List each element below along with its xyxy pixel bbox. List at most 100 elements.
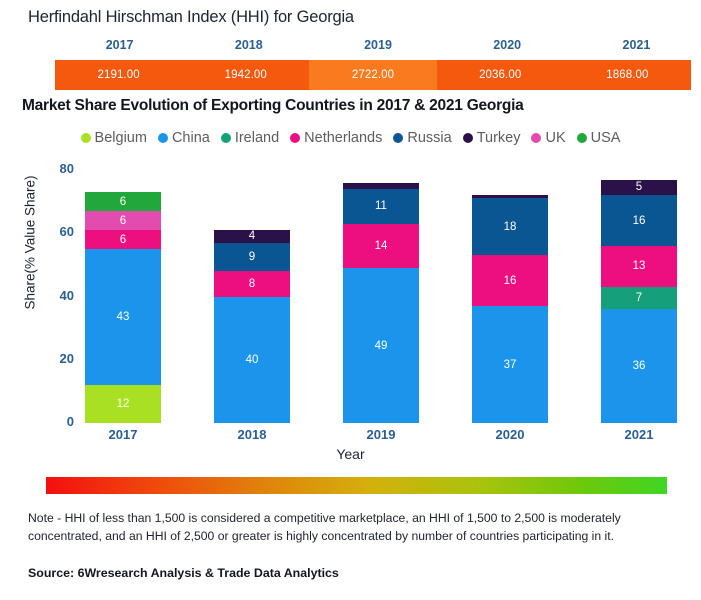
legend-label: USA bbox=[590, 130, 621, 146]
bar-segment-china-2017[interactable]: 43 bbox=[85, 249, 161, 386]
bar-value-label: 37 bbox=[503, 358, 517, 371]
bar-group-2018[interactable]: 40 8 9 4 bbox=[214, 230, 290, 423]
y-tick-40: 40 bbox=[59, 287, 74, 303]
bar-value-label: 6 bbox=[119, 195, 127, 208]
bar-group-2020[interactable]: 37 16 18 bbox=[472, 195, 548, 423]
bar-value-label: 40 bbox=[245, 353, 259, 366]
bar-value-label: 16 bbox=[632, 214, 646, 227]
x-tick-2017: 2017 bbox=[108, 427, 138, 442]
bar-group-2021[interactable]: 36 7 13 16 5 bbox=[601, 179, 677, 423]
legend-item-belgium[interactable]: Belgium bbox=[80, 130, 147, 146]
legend-label: Netherlands bbox=[304, 130, 383, 146]
legend-item-usa[interactable]: USA bbox=[576, 130, 621, 146]
bar-value-label: 5 bbox=[635, 181, 643, 194]
legend-label: China bbox=[171, 130, 210, 146]
x-tick-2020: 2020 bbox=[495, 427, 525, 442]
bar-value-label: 11 bbox=[375, 200, 387, 213]
legend-item-ireland[interactable]: Ireland bbox=[220, 130, 280, 146]
bar-segment-ireland-2021[interactable]: 7 bbox=[601, 287, 677, 310]
legend-item-china[interactable]: China bbox=[157, 130, 210, 146]
bar-segment-netherlands-2019[interactable]: 14 bbox=[343, 223, 419, 269]
bar-segment-netherlands-2017[interactable]: 6 bbox=[85, 230, 161, 250]
bar-value-label: 13 bbox=[632, 260, 646, 273]
bar-value-label: 6 bbox=[119, 233, 127, 246]
bar-segment-turkey-2020[interactable] bbox=[472, 195, 548, 199]
bar-segment-netherlands-2020[interactable]: 16 bbox=[472, 255, 548, 306]
hhi-year-row: 2017 2018 2019 2020 2021 bbox=[55, 38, 701, 52]
bar-value-label: 9 bbox=[248, 250, 256, 263]
chart-title: Market Share Evolution of Exporting Coun… bbox=[22, 97, 524, 114]
bar-group-2017[interactable]: 12 43 6 6 6 bbox=[85, 192, 161, 423]
note-text: Note - HHI of less than 1,500 is conside… bbox=[28, 511, 621, 543]
bar-segment-turkey-2019[interactable] bbox=[343, 182, 419, 189]
bar-value-label: 4 bbox=[248, 230, 256, 243]
bar-value-label: 6 bbox=[119, 214, 127, 227]
legend-label: Belgium bbox=[94, 130, 147, 146]
bar-segment-belgium-2017[interactable]: 12 bbox=[85, 385, 161, 423]
legend-label: UK bbox=[545, 130, 566, 146]
concentration-gradient-bar bbox=[46, 477, 667, 494]
hhi-value-2020: 2036.00 bbox=[436, 60, 564, 90]
bar-segment-china-2021[interactable]: 36 bbox=[601, 309, 677, 423]
legend-item-netherlands[interactable]: Netherlands bbox=[290, 130, 382, 146]
legend-swatch-icon bbox=[531, 133, 542, 143]
legend-label: Turkey bbox=[476, 130, 521, 146]
chart-legend: Belgium China Ireland Netherlands Russia Turk… bbox=[0, 130, 701, 146]
bar-value-label: 43 bbox=[116, 311, 130, 324]
hhi-year-2021: 2021 bbox=[622, 38, 651, 52]
x-tick-2018: 2018 bbox=[237, 427, 267, 442]
bar-value-label: 8 bbox=[248, 277, 256, 290]
legend-item-uk[interactable]: UK bbox=[531, 130, 566, 146]
hhi-title: Herfindahl Hirschman Index (HHI) for Geo… bbox=[28, 8, 354, 26]
bar-segment-netherlands-2018[interactable]: 8 bbox=[214, 271, 290, 297]
hhi-year-2020: 2020 bbox=[493, 38, 522, 52]
hhi-value-bar: 2191.00 1942.00 2722.00 2036.00 1868.00 bbox=[55, 60, 691, 90]
bar-segment-russia-2020[interactable]: 18 bbox=[472, 198, 548, 256]
legend-swatch-icon bbox=[462, 133, 473, 143]
bar-segment-china-2018[interactable]: 40 bbox=[214, 296, 290, 423]
y-tick-80: 80 bbox=[59, 161, 74, 176]
hhi-year-2017: 2017 bbox=[105, 38, 134, 52]
legend-label: Ireland bbox=[234, 130, 280, 146]
y-axis-title: Share(% Value Share) bbox=[22, 175, 38, 310]
hhi-year-2018: 2018 bbox=[234, 38, 263, 52]
y-tick-60: 60 bbox=[59, 224, 74, 240]
legend-swatch-icon bbox=[80, 133, 91, 143]
hhi-value-2019: 2722.00 bbox=[309, 60, 437, 90]
bar-value-label: 18 bbox=[503, 220, 517, 233]
bar-value-label: 12 bbox=[116, 398, 130, 411]
bar-segment-russia-2021[interactable]: 16 bbox=[601, 195, 677, 246]
legend-swatch-icon bbox=[220, 133, 231, 143]
x-axis-title: Year bbox=[336, 446, 365, 462]
y-tick-20: 20 bbox=[59, 350, 74, 366]
bar-segment-china-2019[interactable]: 49 bbox=[343, 268, 419, 423]
legend-item-turkey[interactable]: Turkey bbox=[462, 130, 521, 146]
legend-swatch-icon bbox=[290, 133, 301, 143]
legend-label: Russia bbox=[407, 130, 452, 146]
bar-segment-turkey-2021[interactable]: 5 bbox=[601, 179, 677, 196]
bar-segment-russia-2019[interactable]: 11 bbox=[343, 189, 419, 224]
bar-group-2019[interactable]: 49 14 11 bbox=[343, 182, 419, 423]
y-tick-0: 0 bbox=[66, 414, 74, 429]
bar-segment-russia-2018[interactable]: 9 bbox=[214, 242, 290, 272]
bar-segment-uk-2017[interactable]: 6 bbox=[85, 211, 161, 231]
hhi-value-2017: 2191.00 bbox=[55, 60, 183, 90]
legend-swatch-icon bbox=[393, 133, 404, 143]
legend-swatch-icon bbox=[157, 133, 168, 143]
bar-value-label: 36 bbox=[632, 360, 646, 373]
x-tick-2019: 2019 bbox=[366, 427, 396, 442]
hhi-value-2018: 1942.00 bbox=[182, 60, 310, 90]
x-tick-2021: 2021 bbox=[624, 427, 654, 442]
bar-segment-china-2020[interactable]: 37 bbox=[472, 306, 548, 423]
legend-item-russia[interactable]: Russia bbox=[393, 130, 452, 146]
legend-swatch-icon bbox=[576, 133, 587, 143]
source-text: Source: 6Wresearch Analysis & Trade Data… bbox=[28, 566, 339, 580]
hhi-year-2019: 2019 bbox=[364, 38, 392, 52]
bar-segment-turkey-2018[interactable]: 4 bbox=[214, 230, 290, 243]
bar-value-label: 14 bbox=[374, 239, 388, 252]
bar-segment-netherlands-2021[interactable]: 13 bbox=[601, 245, 677, 288]
bar-value-label: 16 bbox=[503, 274, 517, 287]
bar-segment-usa-2017[interactable]: 6 bbox=[85, 192, 161, 212]
